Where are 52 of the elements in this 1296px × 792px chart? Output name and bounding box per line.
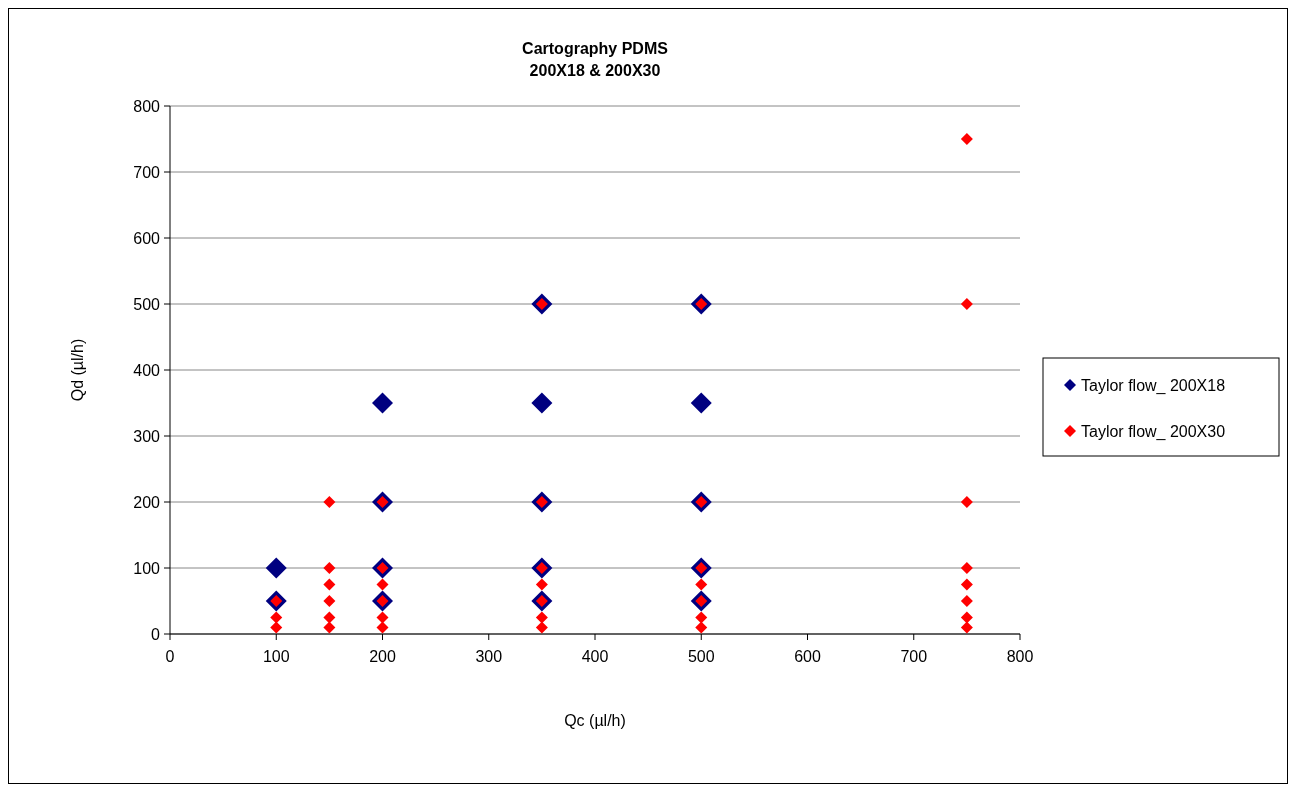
point — [323, 611, 336, 624]
point — [960, 595, 973, 607]
point — [960, 496, 973, 508]
point — [323, 621, 336, 634]
x-tick-label: 300 — [475, 648, 503, 665]
point — [535, 611, 548, 624]
point — [960, 621, 973, 634]
point — [695, 578, 708, 591]
point — [270, 611, 283, 624]
point — [372, 392, 393, 414]
y-tick-label: 500 — [133, 295, 161, 313]
point — [323, 578, 336, 591]
point — [690, 392, 712, 414]
point — [323, 595, 336, 607]
point — [960, 298, 973, 310]
x-axis-title: Qc (µl/h) — [564, 712, 626, 729]
x-tick-label: 200 — [369, 648, 396, 665]
point — [323, 496, 336, 508]
point — [376, 621, 389, 634]
x-tick-label: 100 — [262, 648, 290, 665]
point — [960, 133, 973, 145]
y-tick-label: 200 — [133, 493, 161, 511]
point — [695, 611, 708, 624]
x-tick-label: 400 — [581, 648, 609, 665]
x-tick-label: 500 — [687, 648, 715, 665]
y-tick-label: 800 — [133, 97, 161, 115]
x-tick-label: 600 — [794, 648, 821, 665]
y-tick-label: 0 — [151, 625, 161, 643]
point — [535, 578, 548, 591]
point — [265, 557, 287, 579]
point — [531, 392, 553, 414]
y-tick-label: 400 — [133, 361, 161, 379]
point — [535, 621, 548, 634]
point — [376, 611, 389, 624]
x-tick-label: 700 — [900, 648, 928, 665]
y-tick-label: 600 — [133, 229, 161, 247]
x-tick-label: 0 — [165, 648, 175, 665]
y-tick-label: 300 — [133, 427, 161, 445]
point — [960, 562, 973, 574]
point — [960, 578, 973, 591]
legend-label: Taylor flow_ 200X18 — [1081, 376, 1226, 395]
y-tick-label: 100 — [133, 559, 161, 577]
point — [376, 578, 389, 591]
chart-title: Cartography PDMS 200X18 & 200X30 — [522, 40, 669, 79]
point — [960, 611, 973, 624]
point — [695, 621, 708, 634]
y-tick-label: 700 — [133, 163, 161, 181]
point — [323, 562, 336, 574]
y-axis-title: Qd (µl/h) — [69, 338, 86, 402]
point — [270, 621, 283, 634]
legend-label: Taylor flow_ 200X30 — [1081, 422, 1226, 441]
x-tick-label: 800 — [1006, 648, 1034, 665]
